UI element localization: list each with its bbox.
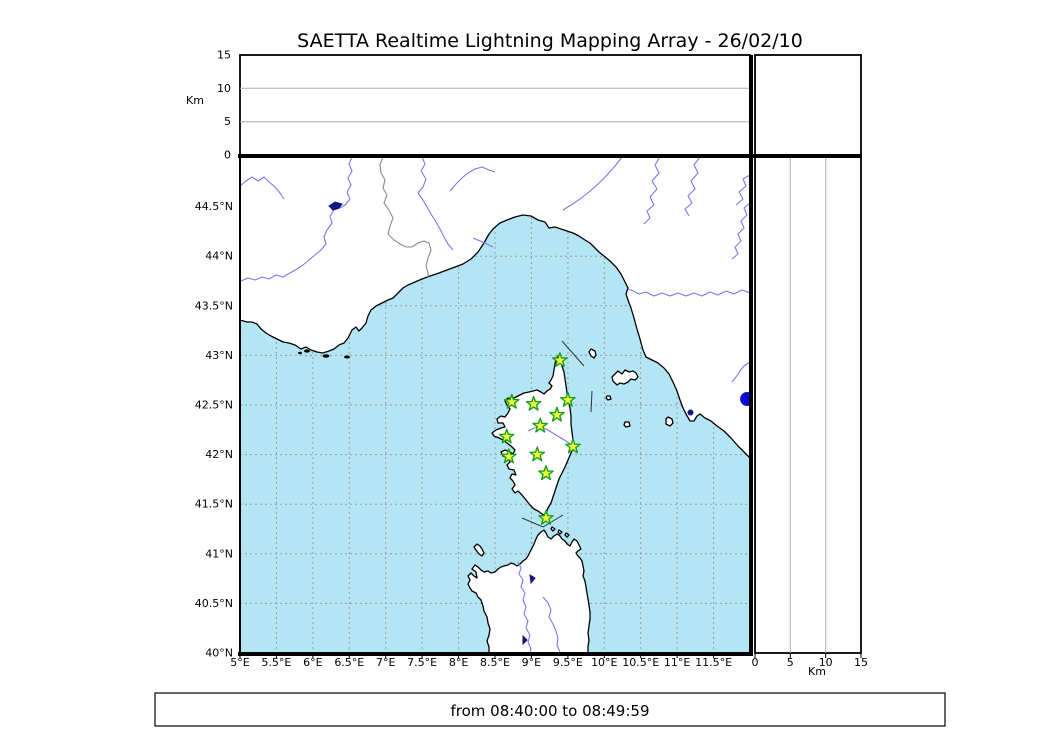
lon-tick-label: 9.5°E <box>553 656 583 669</box>
lake-bolsena-marker <box>740 392 750 406</box>
lon-tick-label: 5°E <box>230 656 249 669</box>
right-tick-label: 10 <box>819 656 833 669</box>
lat-tick-label: 43°N <box>205 349 233 362</box>
river-durance <box>240 157 353 282</box>
lat-tick-label: 44°N <box>205 250 233 263</box>
river-right-edge-3 <box>731 361 750 383</box>
islet <box>304 349 310 353</box>
altitude-tick-label: 10 <box>217 82 231 95</box>
lake-serre-poncon <box>328 201 343 211</box>
lat-tick-label: 40°N <box>205 647 233 660</box>
lon-tick-label: 6.5°E <box>334 656 364 669</box>
lma-station-star <box>565 438 581 454</box>
lon-tick-label: 9°E <box>522 656 541 669</box>
river-liguria <box>562 157 623 211</box>
lon-tick-label: 8.5°E <box>480 656 510 669</box>
time-range-box: from 08:40:00 to 08:49:59 <box>154 692 946 727</box>
lakes <box>328 201 750 646</box>
right-panel-gridlines <box>789 157 827 653</box>
river-right-edge-2 <box>731 202 750 260</box>
river-alpine <box>417 157 454 251</box>
river-tuscany-1 <box>643 157 661 225</box>
corner-box <box>754 54 862 156</box>
right-tick-label: 5 <box>787 656 794 669</box>
altitude-longitude-panel: 0 5 10 15 Km <box>186 49 751 162</box>
river-sardinia-1 <box>517 561 532 653</box>
altitude-tick-label: 15 <box>217 49 231 62</box>
stray-line-north <box>561 340 585 367</box>
lma-station-star <box>503 393 520 409</box>
page-title: SAETTA Realtime Lightning Mapping Array … <box>297 30 803 52</box>
lon-tick-label: 6°E <box>303 656 322 669</box>
islet <box>344 355 350 359</box>
right-tick-label: 0 <box>752 656 759 669</box>
lon-tick-label: 11.5°E <box>695 656 732 669</box>
stray-line-elba-west <box>590 390 593 413</box>
lon-tick-label: 8°E <box>449 656 468 669</box>
longitude-tick-labels: 5°E 5.5°E 6°E 6.5°E 7°E 7.5°E 8°E 8.5°E 9°E 9.5°E… <box>230 656 732 669</box>
lma-station-star <box>498 428 515 444</box>
right-axis-label: Km <box>808 665 826 678</box>
lon-tick-label: 7°E <box>376 656 395 669</box>
lma-station-star <box>538 509 554 525</box>
right-panel-ticks <box>754 653 862 658</box>
river-po-tributary-1 <box>449 166 496 192</box>
lma-station-star <box>549 406 565 422</box>
river-sardinia-2 <box>542 596 561 653</box>
lma-station-star <box>552 352 568 368</box>
lon-tick-label: 7.5°E <box>407 656 437 669</box>
lat-tick-label: 42.5°N <box>195 399 233 412</box>
river-upper-left <box>240 176 285 200</box>
france-italy-border <box>379 157 432 277</box>
right-panel-tick-labels: 0 5 10 15 <box>752 656 869 669</box>
lat-tick-label: 41°N <box>205 547 233 560</box>
river-right-edge-1 <box>735 174 750 206</box>
altitude-tick-label: 5 <box>224 115 231 128</box>
river-tuscany-2 <box>684 157 701 217</box>
lake-orbetello <box>687 409 694 416</box>
lon-tick-label: 11°E <box>664 656 690 669</box>
river-po-tributary-2 <box>472 237 494 248</box>
islet <box>322 354 330 358</box>
river-arno <box>627 288 750 297</box>
lon-tick-label: 5.5°E <box>261 656 291 669</box>
lma-station-star <box>525 395 542 411</box>
lma-station-star <box>529 446 546 462</box>
lma-station-star <box>501 448 517 464</box>
islet <box>298 351 302 355</box>
lon-tick-label: 10°E <box>591 656 617 669</box>
stray-line-south <box>521 514 564 528</box>
lat-tick-label: 42°N <box>205 448 233 461</box>
map-area <box>240 157 750 653</box>
lon-tick-label: 10.5°E <box>622 656 659 669</box>
lat-tick-label: 41.5°N <box>195 498 233 511</box>
coastal-islets <box>298 349 350 359</box>
lat-tick-label: 43.5°N <box>195 299 233 312</box>
longitude-tick-marks <box>239 653 715 658</box>
time-range-frame <box>154 692 946 727</box>
altitude-latitude-panel: 0 5 10 15 Km <box>752 156 869 678</box>
lat-tick-label: 40.5°N <box>195 597 233 610</box>
lma-station-star <box>560 391 576 407</box>
lma-station-star <box>538 465 554 481</box>
lake-coghinas <box>529 574 536 585</box>
altitude-panel-frame <box>239 54 751 156</box>
altitude-axis-label: Km <box>186 94 204 107</box>
altitude-panel-gridlines <box>240 87 750 123</box>
altitude-tick-label: 0 <box>224 149 231 162</box>
time-range-text: from 08:40:00 to 08:49:59 <box>450 702 649 720</box>
stray-segments <box>521 340 593 528</box>
lake-sardinia-south <box>522 634 528 646</box>
lma-stations <box>498 352 581 525</box>
lat-tick-label: 44.5°N <box>195 200 233 213</box>
altitude-panel-tick-labels: 0 5 10 15 <box>217 49 231 162</box>
right-tick-label: 15 <box>854 656 868 669</box>
latitude-tick-labels: 44.5°N 44°N 43.5°N 43°N 42.5°N 42°N 41.5°N 41°N… <box>195 200 233 659</box>
lma-station-star <box>532 417 548 433</box>
right-panel-frame <box>754 156 862 654</box>
